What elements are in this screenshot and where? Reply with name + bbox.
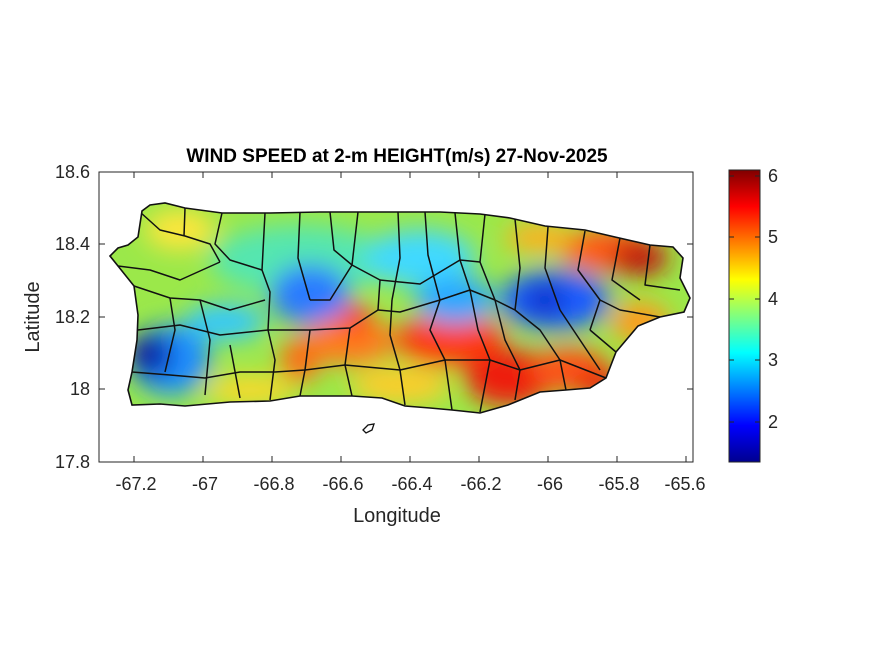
colorbar-tick-label: 2 — [768, 412, 778, 432]
y-tick-label: 18.4 — [55, 234, 90, 254]
x-tick-label: -65.6 — [664, 474, 705, 494]
y-axis-label: Latitude — [22, 281, 44, 352]
x-tick-label: -66.2 — [460, 474, 501, 494]
y-tick-label: 17.8 — [55, 452, 90, 472]
y-axis: 18.6 18.4 18.2 18 17.8 — [55, 162, 693, 472]
islet — [362, 423, 375, 434]
colorbar-tick-label: 4 — [768, 289, 778, 309]
colorbar: 6 5 4 3 2 — [728, 166, 778, 463]
y-tick-label: 18.6 — [55, 162, 90, 182]
colorbar-tick-label: 6 — [768, 166, 778, 186]
x-tick-label: -66 — [537, 474, 563, 494]
coastline — [108, 202, 691, 414]
x-axis-label: Longitude — [353, 505, 441, 527]
y-tick-label: 18 — [70, 379, 90, 399]
x-axis: -67.2 -67 -66.8 -66.6 -66.4 -66.2 -66 -6… — [115, 172, 706, 494]
y-tick-label: 18.2 — [55, 307, 90, 327]
wind-speed-field — [110, 203, 690, 413]
x-tick-label: -66.6 — [322, 474, 363, 494]
colorbar-tick-label: 3 — [768, 350, 778, 370]
x-tick-label: -65.8 — [598, 474, 639, 494]
x-tick-label: -66.4 — [391, 474, 432, 494]
municipality-boundaries — [117, 207, 681, 413]
x-tick-label: -67 — [192, 474, 218, 494]
x-tick-label: -66.8 — [253, 474, 294, 494]
x-tick-label: -67.2 — [115, 474, 156, 494]
colorbar-gradient — [728, 169, 761, 463]
colorbar-tick-label: 5 — [768, 227, 778, 247]
chart-title: WIND SPEED at 2-m HEIGHT(m/s) 27-Nov-202… — [186, 146, 608, 167]
